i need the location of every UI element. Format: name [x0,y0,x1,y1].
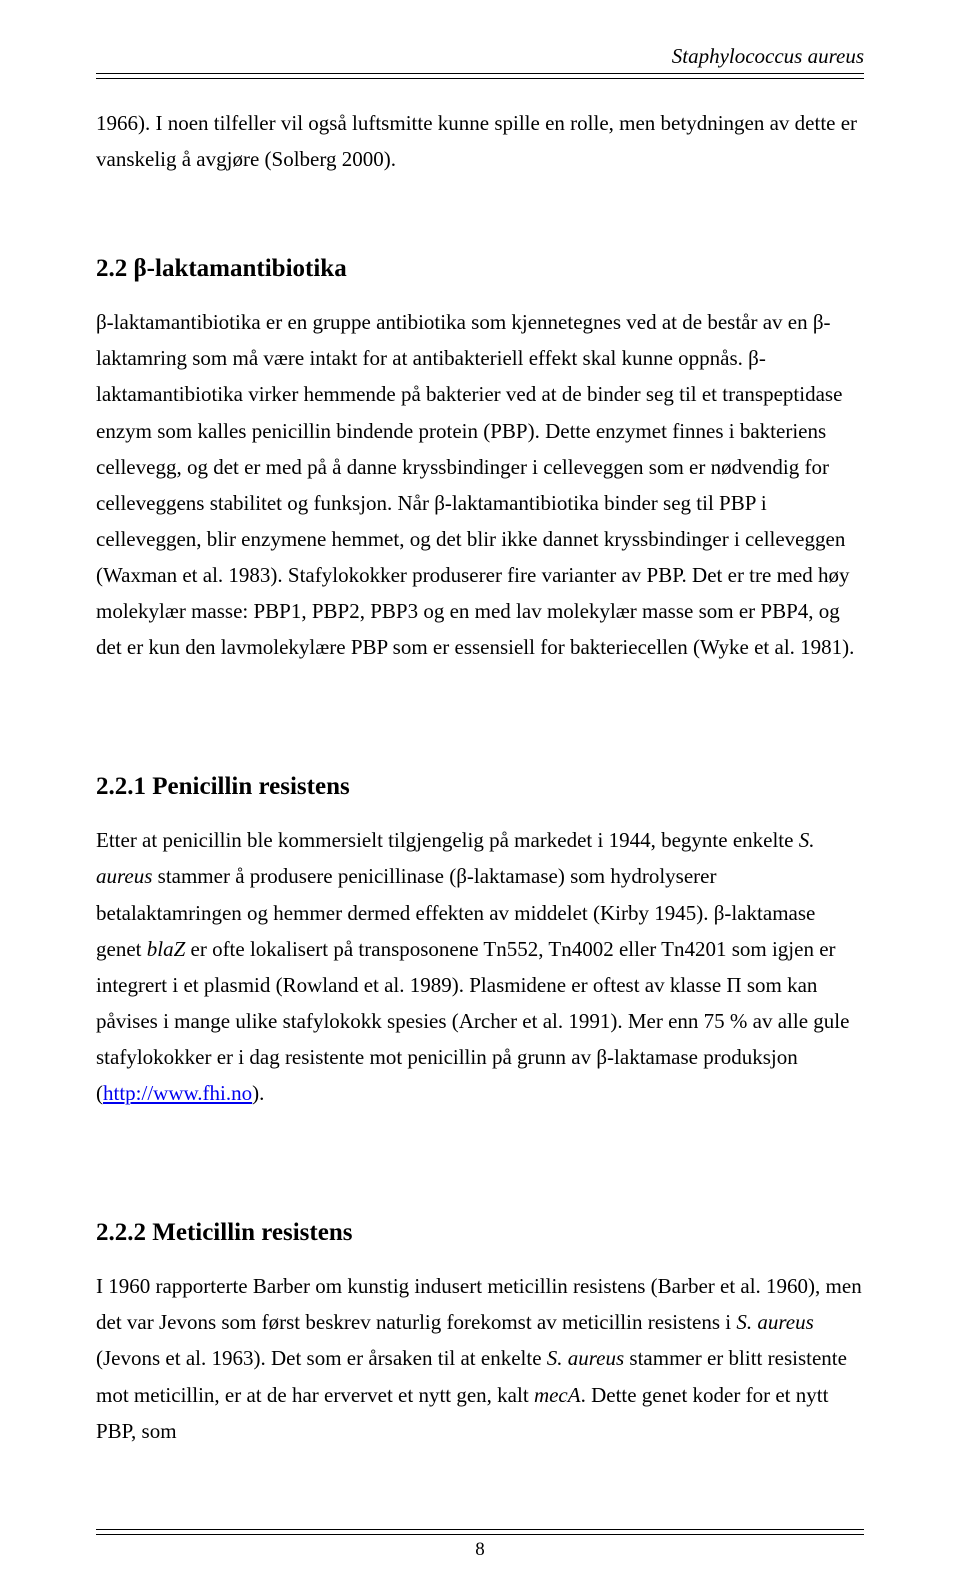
section-heading-2-2-1: 2.2.1 Penicillin resistens [96,765,864,808]
text-run: ). [252,1081,264,1105]
section-2-2-body: β-laktamantibiotika er en gruppe antibio… [96,304,864,665]
italic-gene-name: blaZ [147,937,186,961]
italic-species-name: S. aureus [736,1310,813,1334]
section-heading-2-2: 2.2 β-laktamantibiotika [96,247,864,290]
italic-species-name: S. aureus [547,1346,624,1370]
paragraph-continuation: 1966). I noen tilfeller vil også luftsmi… [96,105,864,177]
footer-divider [96,1529,864,1535]
external-link-fhi[interactable]: http://www.fhi.no [103,1081,252,1105]
text-run: (Jevons et al. 1963). Det som er årsaken… [96,1346,547,1370]
page-body: 1966). I noen tilfeller vil også luftsmi… [96,105,864,1449]
page-number: 8 [96,1539,864,1561]
running-head: Staphylococcus aureus [96,44,864,69]
header-divider [96,73,864,79]
text-run: er ofte lokalisert på transposonene Tn55… [96,937,849,1105]
page-footer: 8 [96,1529,864,1561]
text-run: Etter at penicillin ble kommersielt tilg… [96,828,799,852]
italic-gene-name: mecA [534,1383,581,1407]
page-container: Staphylococcus aureus 1966). I noen tilf… [0,0,960,1585]
section-2-2-1-body: Etter at penicillin ble kommersielt tilg… [96,822,864,1111]
section-2-2-2-body: I 1960 rapporterte Barber om kunstig ind… [96,1268,864,1449]
section-heading-2-2-2: 2.2.2 Meticillin resistens [96,1211,864,1254]
